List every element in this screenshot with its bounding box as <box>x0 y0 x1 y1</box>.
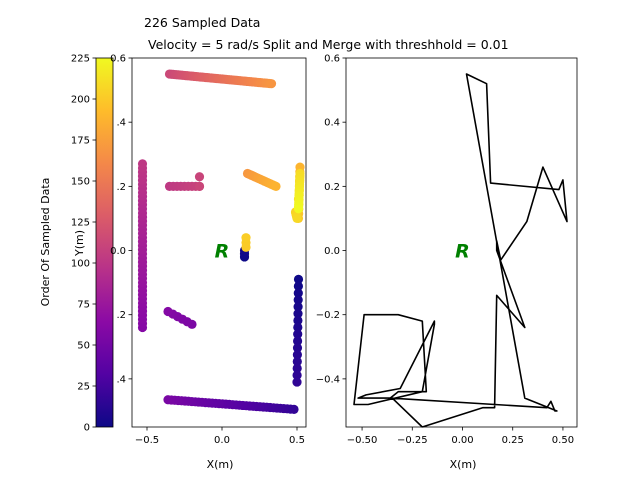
colorbar-tick-label: 100 <box>71 259 90 270</box>
scatter-point <box>292 377 302 387</box>
line-x-ticks: −0.50 −0.25 0.00 0.25 0.50 <box>347 427 574 446</box>
scatter-point <box>266 79 277 89</box>
scatter-plot-frame <box>131 57 307 428</box>
colorbar-tick-label: 125 <box>71 218 90 229</box>
y-tick-label: 0.2 <box>324 182 340 193</box>
scatter-x-axis-label: X(m) <box>207 458 234 471</box>
x-tick-label: −0.50 <box>347 435 378 446</box>
scatter-y-axis-label: Y(m) <box>73 230 86 257</box>
x-tick-label: 0.5 <box>289 435 305 446</box>
line-robot-label: R <box>455 241 470 263</box>
colorbar-ticks: 0 25 50 75 100 125 150 175 200 225 <box>71 54 96 434</box>
scatter-point <box>292 213 302 224</box>
y-tick-label: −0.2 <box>316 310 340 321</box>
scatter-point <box>293 329 303 339</box>
y-tick-label: .4 <box>116 118 126 129</box>
scatter-point <box>293 309 303 319</box>
y-tick-label: 0.4 <box>324 118 340 129</box>
colorbar-gradient <box>95 57 114 428</box>
x-tick-label: 0.0 <box>214 435 230 446</box>
colorbar-tick-label: 50 <box>77 341 90 352</box>
scatter-points <box>137 69 305 414</box>
figure-title-line1: 226 Sampled Data <box>144 15 260 30</box>
scatter-point <box>293 295 303 305</box>
colorbar-tick-label: 0 <box>84 423 90 434</box>
x-tick-label: 0.25 <box>502 435 524 446</box>
x-tick-label: −0.5 <box>135 435 159 446</box>
colorbar-tick-label: 75 <box>77 300 90 311</box>
x-tick-label: 0.00 <box>451 435 473 446</box>
y-tick-label: 0.0 <box>110 246 126 257</box>
x-tick-label: 0.50 <box>552 435 574 446</box>
scatter-point <box>293 281 303 291</box>
y-tick-label: .2 <box>116 182 126 193</box>
scatter-point <box>292 343 303 353</box>
scatter-point <box>241 233 251 243</box>
y-tick-label: .2 <box>116 310 126 321</box>
scatter-point <box>163 306 173 317</box>
line-plot-frame <box>345 57 578 428</box>
scatter-point <box>293 302 303 312</box>
colorbar: 0 25 50 75 100 125 150 175 200 225 Order Of Sampl… <box>39 54 114 434</box>
colorbar-tick-label: 225 <box>71 54 90 65</box>
scatter-point <box>293 288 303 298</box>
colorbar-label: Order Of Sampled Data <box>39 178 52 307</box>
scatter-point <box>271 181 281 191</box>
figure-title-line2: Velocity = 5 rad/s Split and Merge with … <box>148 37 509 52</box>
scatter-y-ticks: .4 .2 0.0 .2 .4 0.6 <box>110 54 132 385</box>
scatter-point <box>292 363 302 373</box>
colorbar-tick-label: 200 <box>71 95 90 106</box>
scatter-x-ticks: −0.5 0.0 0.5 <box>135 427 305 446</box>
scatter-robot-label: R <box>215 241 230 263</box>
scatter-point <box>293 204 304 214</box>
scatter-plot: −0.5 0.0 0.5 .4 .2 0.0 .2 .4 0.6 R X(m) Y(m) <box>73 54 307 471</box>
scatter-point <box>293 315 303 326</box>
y-tick-label: .4 <box>116 374 126 385</box>
line-plot: −0.50 −0.25 0.00 0.25 0.50 −0.4 −0.2 0.0 0.2 0.4… <box>316 54 578 471</box>
scatter-point <box>293 274 304 284</box>
colorbar-tick-label: 150 <box>71 177 90 188</box>
scatter-point <box>292 350 302 360</box>
scatter-point <box>292 356 302 367</box>
scatter-point <box>194 181 205 191</box>
scatter-point <box>292 370 302 380</box>
scatter-point <box>137 159 148 169</box>
line-x-axis-label: X(m) <box>450 458 477 471</box>
scatter-point <box>163 395 173 405</box>
line-y-ticks: −0.4 −0.2 0.0 0.2 0.4 0.6 <box>316 54 346 385</box>
colorbar-tick-label: 175 <box>71 136 90 147</box>
y-tick-label: 0.6 <box>324 54 340 65</box>
scatter-point <box>293 322 303 332</box>
scatter-point <box>293 336 303 346</box>
scatter-point <box>194 172 205 182</box>
x-tick-label: −0.25 <box>397 435 428 446</box>
y-tick-label: 0.6 <box>110 54 126 65</box>
y-tick-label: 0.0 <box>324 246 340 257</box>
split-merge-polygon <box>353 73 568 428</box>
colorbar-tick-label: 25 <box>77 382 90 393</box>
y-tick-label: −0.4 <box>316 374 340 385</box>
